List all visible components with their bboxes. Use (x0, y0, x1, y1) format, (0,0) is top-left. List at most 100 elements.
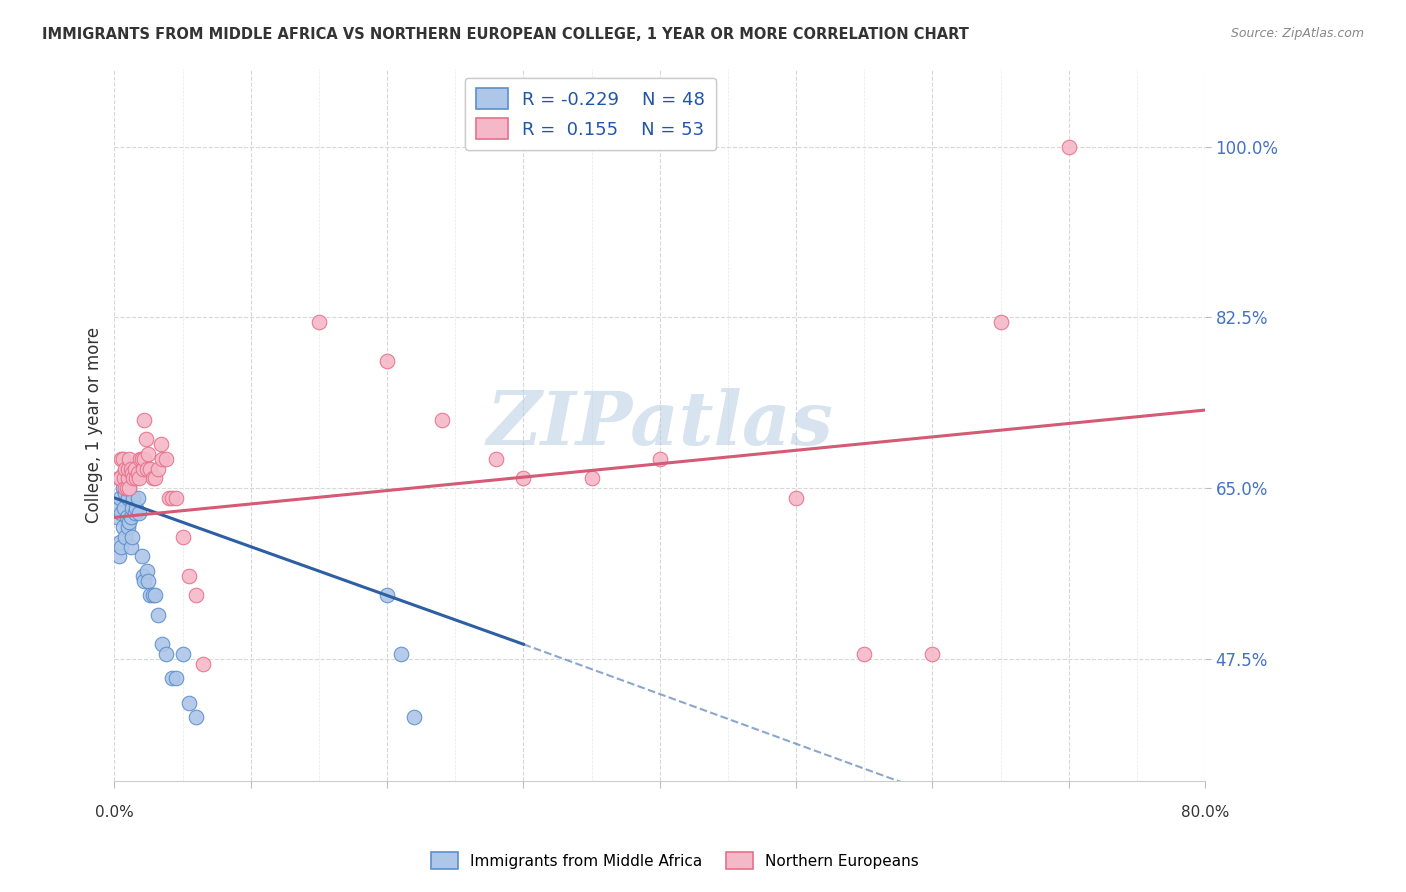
Point (124, 506, 146, 520)
Point (179, 696, 201, 710)
Point (921, 647, 943, 661)
Point (127, 467, 149, 481)
Point (112, 471, 135, 485)
Point (122, 471, 145, 485)
Legend: R = -0.229    N = 48, R =  0.155    N = 53: R = -0.229 N = 48, R = 0.155 N = 53 (465, 78, 716, 150)
Point (127, 491, 149, 505)
Point (136, 461, 159, 475)
Point (191, 657, 214, 671)
Point (125, 500, 148, 515)
Point (117, 471, 139, 485)
Point (129, 451, 152, 466)
Point (111, 520, 134, 534)
Point (375, 589, 398, 603)
Point (132, 461, 155, 475)
Point (111, 481, 134, 495)
Point (139, 589, 162, 603)
Point (165, 672, 187, 686)
Point (134, 574, 156, 588)
Point (165, 491, 187, 505)
Point (160, 491, 183, 505)
Point (115, 510, 138, 524)
Point (186, 589, 208, 603)
Point (179, 569, 201, 583)
Point (581, 471, 603, 485)
Point (114, 486, 136, 500)
Point (648, 451, 671, 466)
Point (121, 467, 143, 481)
Point (120, 461, 142, 475)
Point (117, 491, 139, 505)
Point (131, 451, 153, 466)
Text: IMMIGRANTS FROM MIDDLE AFRICA VS NORTHERN EUROPEAN COLLEGE, 1 YEAR OR MORE CORRE: IMMIGRANTS FROM MIDDLE AFRICA VS NORTHER… (42, 27, 969, 42)
Legend: Immigrants from Middle Africa, Northern Europeans: Immigrants from Middle Africa, Northern … (425, 846, 925, 875)
Point (135, 433, 157, 447)
Point (118, 516, 141, 530)
Point (138, 574, 160, 588)
Point (128, 506, 150, 520)
Text: Source: ZipAtlas.com: Source: ZipAtlas.com (1230, 27, 1364, 40)
Point (155, 647, 177, 661)
Text: ZIPatlas: ZIPatlas (486, 388, 834, 461)
Point (308, 315, 330, 329)
Point (120, 510, 142, 524)
Point (186, 710, 208, 724)
Point (142, 589, 165, 603)
Point (785, 491, 807, 505)
Point (114, 461, 136, 475)
Point (121, 530, 143, 544)
Point (512, 471, 534, 485)
Point (136, 564, 159, 578)
Point (118, 451, 141, 466)
Point (110, 451, 132, 466)
Point (134, 451, 156, 466)
Point (160, 672, 183, 686)
Y-axis label: College, 1 year or more: College, 1 year or more (86, 326, 103, 523)
Point (111, 451, 134, 466)
Point (157, 491, 180, 505)
Point (112, 500, 135, 515)
Point (108, 534, 131, 549)
Point (375, 354, 398, 368)
Text: 80.0%: 80.0% (1181, 805, 1229, 820)
Point (990, 315, 1012, 329)
Point (108, 471, 131, 485)
Point (128, 471, 150, 485)
Point (389, 647, 412, 661)
Point (110, 471, 132, 485)
Point (485, 451, 508, 466)
Point (117, 520, 139, 534)
Point (105, 510, 128, 524)
Point (142, 471, 165, 485)
Point (115, 481, 138, 495)
Point (150, 637, 173, 651)
Point (122, 491, 145, 505)
Point (430, 413, 453, 427)
Point (107, 500, 129, 515)
Point (117, 461, 139, 475)
Point (146, 607, 169, 622)
Point (125, 471, 148, 485)
Point (139, 461, 162, 475)
Point (150, 451, 173, 466)
Point (107, 549, 129, 564)
Point (132, 569, 155, 583)
Point (172, 530, 194, 544)
Point (404, 710, 426, 724)
Point (131, 549, 153, 564)
Point (114, 530, 136, 544)
Point (112, 467, 135, 481)
Point (118, 481, 141, 495)
Point (110, 540, 132, 554)
Point (120, 540, 142, 554)
Point (853, 647, 876, 661)
Point (172, 647, 194, 661)
Point (108, 491, 131, 505)
Point (1057, 139, 1080, 153)
Point (143, 589, 166, 603)
Point (134, 413, 156, 427)
Point (124, 461, 146, 475)
Point (118, 481, 141, 495)
Point (110, 506, 132, 520)
Text: 0.0%: 0.0% (96, 805, 134, 820)
